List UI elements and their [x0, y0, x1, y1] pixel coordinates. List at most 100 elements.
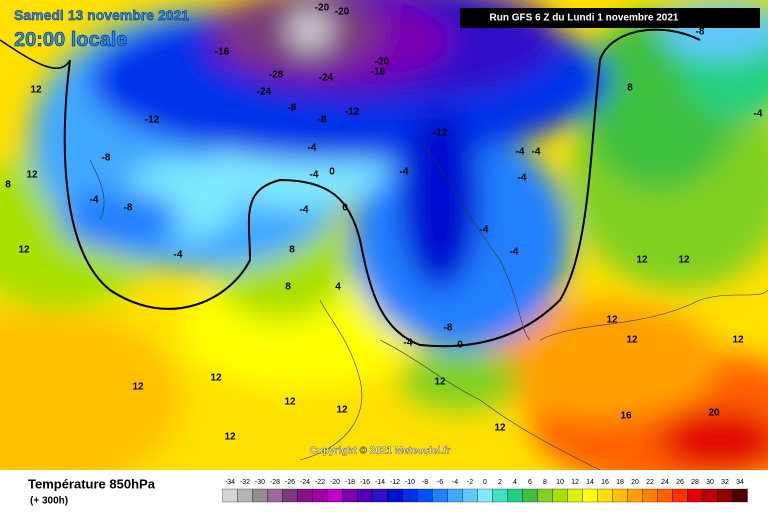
scale-swatch — [402, 488, 418, 503]
scale-label: -4 — [452, 479, 458, 486]
scale-swatch — [492, 488, 508, 503]
scale-swatch — [417, 488, 433, 503]
scale-label: -20 — [330, 479, 340, 486]
scale-label: 22 — [646, 479, 654, 486]
scale-swatch — [387, 488, 403, 503]
scale-label: -28 — [270, 479, 280, 486]
scale-label: -14 — [375, 479, 385, 486]
scale-label: 26 — [676, 479, 684, 486]
scale-swatch — [672, 488, 688, 503]
scale-swatch — [582, 488, 598, 503]
color-scale: -34 -32 -30 -28 -26 -24 -22 -20 -18 -16 -14 -12 -10-… — [222, 479, 748, 503]
contour-label: 20 — [708, 408, 720, 419]
scale-swatch — [507, 488, 523, 503]
contour-label: -4 — [518, 173, 527, 184]
contour-label: -20 — [375, 57, 390, 68]
contour-label: -12 — [345, 107, 360, 118]
scale-swatch — [447, 488, 463, 503]
contour-label: -4 — [308, 143, 317, 154]
run-info: Run GFS 6 Z du Lundi 1 novembre 2021 — [490, 13, 679, 24]
scale-label: 14 — [586, 479, 594, 486]
scale-swatch — [657, 488, 673, 503]
run-box — [460, 8, 760, 28]
scale-label: -12 — [390, 479, 400, 486]
contour-label: 12 — [626, 335, 638, 346]
scale-swatch — [252, 488, 268, 503]
contour-label: 12 — [636, 255, 648, 266]
contour-label: -4 — [510, 247, 519, 258]
coastlines — [89, 139, 768, 470]
scale-label: -30 — [255, 479, 265, 486]
contour-label: 12 — [732, 335, 744, 346]
scale-label: 10 — [556, 479, 564, 486]
scale-swatch — [372, 488, 388, 503]
scale-label: 16 — [601, 479, 609, 486]
contour-label: 0 — [457, 340, 463, 351]
scale-swatch — [567, 488, 583, 503]
scale-swatch — [612, 488, 628, 503]
date: Samedi 13 novembre 2021 — [14, 7, 189, 23]
contour-label: 12 — [224, 432, 236, 443]
scale-label: 6 — [528, 479, 532, 486]
scale-label: -22 — [315, 479, 325, 486]
scale-label: -34 — [225, 479, 235, 486]
contour-label: -12 — [145, 115, 160, 126]
footer-title: Température 850hPa — [28, 476, 156, 491]
contour-label: 12 — [434, 377, 446, 388]
scale-label: 0 — [483, 479, 487, 486]
scale-swatch — [237, 488, 253, 503]
scale-label: 2 — [498, 479, 502, 486]
scale-swatch — [327, 488, 343, 503]
scale-swatch — [687, 488, 703, 503]
contour-label: -4 — [174, 250, 183, 261]
scale-swatch — [312, 488, 328, 503]
contour-label: 8 — [627, 83, 633, 94]
scale-swatch — [432, 488, 448, 503]
scale-label: 34 — [736, 479, 744, 486]
scale-label: -32 — [240, 479, 250, 486]
contour-label: -16 — [215, 47, 230, 58]
contour-label: -8 — [288, 103, 297, 114]
contour-label: 12 — [18, 245, 30, 256]
scale-label: 28 — [691, 479, 699, 486]
scale-swatch — [462, 488, 478, 503]
temperature-field — [0, 0, 768, 470]
scale-label: 18 — [616, 479, 624, 486]
contour-label: -4 — [516, 147, 525, 158]
time: 20:00 locale — [14, 29, 127, 51]
contour-label: 12 — [132, 382, 144, 393]
contour-labels: -20 -20-16-28-24-24-20-16-12-8-8-12-12-8-… — [5, 3, 763, 443]
scale-label: 32 — [721, 479, 729, 486]
contour-label: -24 — [257, 87, 272, 98]
contour-label: -12 — [433, 128, 448, 139]
contour — [0, 39, 71, 70]
contour-label: -8 — [102, 153, 111, 164]
contour-label: 12 — [26, 170, 38, 181]
contour-label: 12 — [336, 405, 348, 416]
contour-label: -4 — [754, 109, 763, 120]
contour-label: -20 — [315, 3, 330, 14]
contour-label: -8 — [696, 27, 705, 38]
contour-label: -8 — [318, 115, 327, 126]
scale-label: -6 — [437, 479, 443, 486]
scale-swatch — [717, 488, 733, 503]
contour-label: 4 — [335, 282, 341, 293]
contour-label: -4 — [310, 170, 319, 181]
scale-label: 8 — [543, 479, 547, 486]
contour-label: -4 — [532, 147, 541, 158]
scale-label: -24 — [300, 479, 310, 486]
scale-label: -10 — [405, 479, 415, 486]
scale-swatch — [282, 488, 298, 503]
scale-swatch — [477, 488, 493, 503]
contour-label: -4 — [404, 338, 413, 349]
scale-label: 24 — [661, 479, 669, 486]
contour-label: -24 — [319, 73, 334, 84]
contour-label: -16 — [371, 67, 386, 78]
scale-swatch — [597, 488, 613, 503]
contour-label: 12 — [210, 373, 222, 384]
contour-label: 0 — [342, 203, 348, 214]
scale-label: 4 — [513, 479, 517, 486]
contour-label: 8 — [285, 282, 291, 293]
contour-label: 12 — [284, 397, 296, 408]
